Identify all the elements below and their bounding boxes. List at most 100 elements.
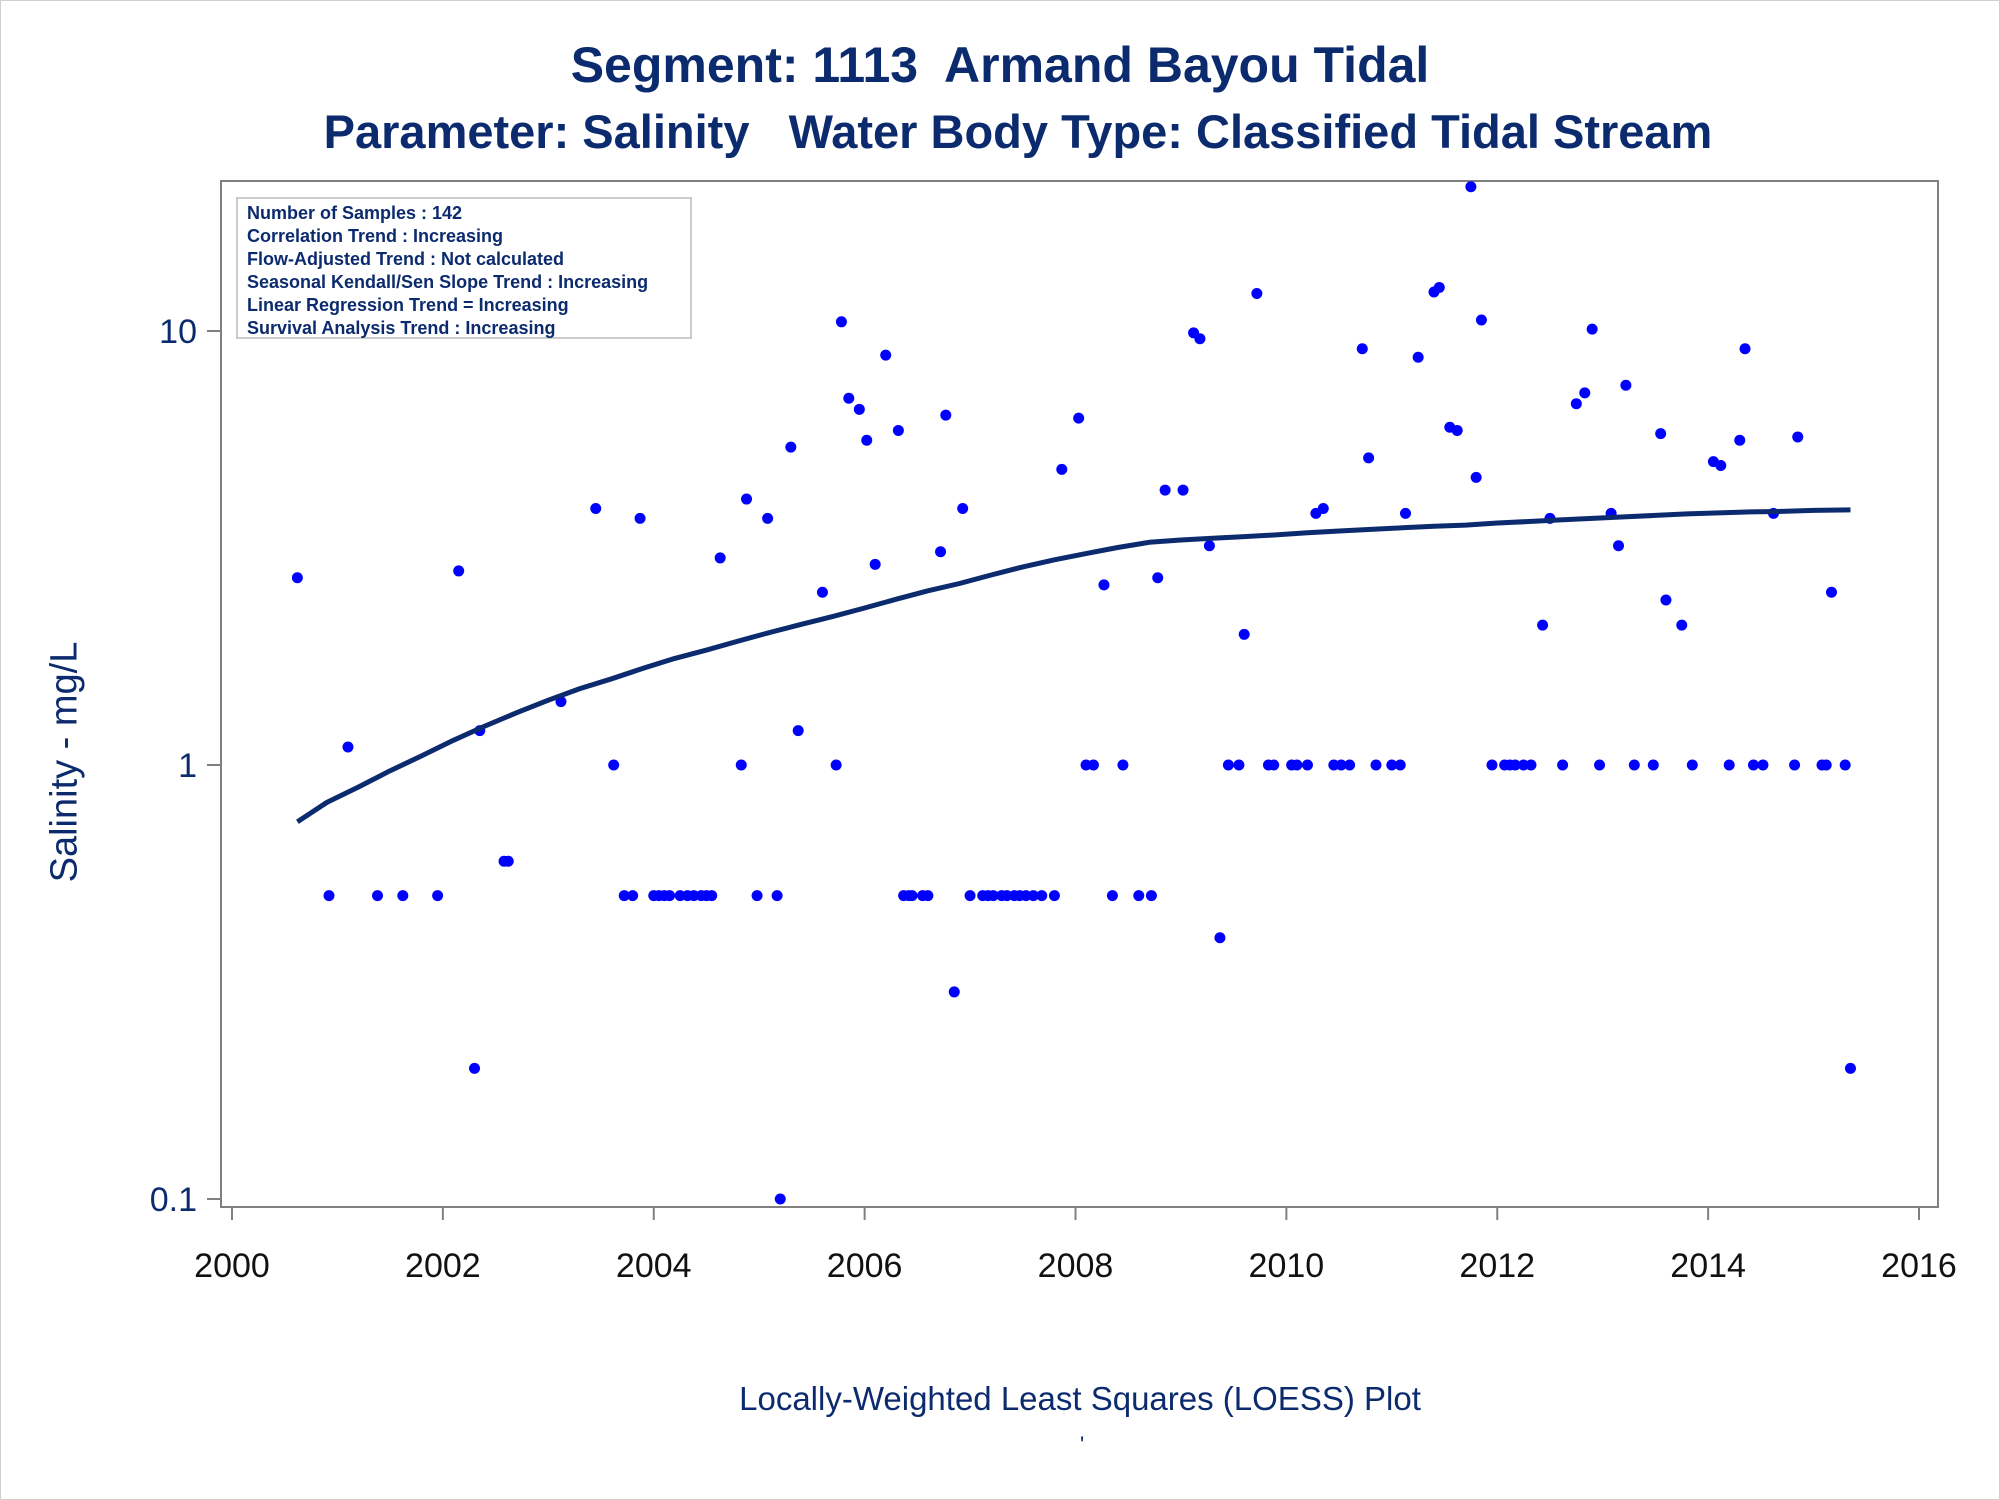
plot-area-border	[220, 180, 1939, 1208]
stat-line: Correlation Trend : Increasing	[247, 226, 504, 246]
data-point	[1734, 434, 1746, 446]
data-point	[861, 434, 873, 446]
data-point	[372, 890, 384, 902]
data-point	[1844, 1062, 1856, 1074]
x-axis: 2000 2002 2004 2006 2008 2010 2012 2014 2016	[194, 1207, 1957, 1285]
data-point	[830, 759, 842, 771]
data-point	[1117, 759, 1129, 771]
stat-line: Survival Analysis Trend : Increasing	[247, 318, 556, 338]
data-point	[706, 890, 718, 902]
data-point	[880, 349, 892, 361]
data-point	[1579, 387, 1591, 399]
data-point	[1335, 759, 1347, 771]
data-point	[634, 512, 646, 524]
data-point	[1628, 759, 1640, 771]
data-point	[323, 890, 335, 902]
data-point	[1214, 932, 1226, 944]
data-point	[1048, 890, 1060, 902]
x-tick-label: 2002	[405, 1247, 481, 1285]
data-point	[1557, 759, 1569, 771]
data-point	[1620, 379, 1632, 391]
data-point	[1757, 759, 1769, 771]
data-point	[1747, 759, 1759, 771]
x-tick-label: 2008	[1038, 1247, 1114, 1285]
data-point	[1386, 759, 1398, 771]
data-point	[1400, 507, 1412, 519]
data-point	[964, 890, 976, 902]
chart-subtitle: Parameter: Salinity Water Body Type: Cla…	[323, 105, 1713, 158]
data-point	[1106, 890, 1118, 902]
data-point	[1676, 619, 1688, 631]
data-point	[1470, 471, 1482, 483]
stat-line: Seasonal Kendall/Sen Slope Trend : Incre…	[247, 272, 649, 292]
data-point	[816, 586, 828, 598]
stat-line: Linear Regression Trend = Increasing	[247, 295, 569, 315]
data-point	[1152, 572, 1164, 584]
x-tick-label: 2016	[1881, 1247, 1957, 1285]
footnote: Locally-Weighted Least Squares (LOESS) P…	[739, 1380, 1421, 1417]
data-point	[1073, 412, 1085, 424]
data-point	[1133, 890, 1145, 902]
data-point	[1647, 759, 1659, 771]
loess-curve-group	[296, 507, 1851, 824]
data-point	[735, 759, 747, 771]
data-point	[291, 572, 303, 584]
stat-line: Number of Samples : 142	[247, 203, 463, 223]
loess-curve	[296, 507, 1851, 824]
trend-statistics-box: Number of Samples : 142 Correlation Trend…	[236, 197, 692, 339]
data-point	[1056, 463, 1068, 475]
data-point	[1686, 759, 1698, 771]
data-point	[869, 558, 881, 570]
data-point	[843, 392, 855, 404]
data-point	[1613, 540, 1625, 552]
y-tick-label: 0.1	[150, 1181, 197, 1219]
data-point	[1839, 759, 1851, 771]
data-point	[1451, 424, 1463, 436]
data-point	[1194, 333, 1206, 345]
data-point	[1465, 181, 1477, 193]
data-point	[1177, 484, 1189, 496]
stat-line: Flow-Adjusted Trend : Not calculated	[247, 249, 565, 269]
data-point	[714, 552, 726, 564]
data-point	[1145, 890, 1157, 902]
data-point	[1036, 890, 1048, 902]
data-point	[1789, 759, 1801, 771]
y-axis-label: Salinity - mg/L	[43, 641, 86, 883]
data-point	[762, 512, 774, 524]
data-point	[1098, 579, 1110, 591]
x-tick-label: 2004	[616, 1247, 692, 1285]
data-point	[1509, 759, 1521, 771]
data-point	[664, 890, 676, 902]
data-point	[1233, 759, 1245, 771]
data-point	[1820, 759, 1832, 771]
footnote-mark: '	[1080, 1432, 1085, 1457]
data-point	[432, 890, 444, 902]
data-point	[1723, 759, 1735, 771]
data-point	[948, 986, 960, 998]
data-point	[906, 890, 918, 902]
data-point	[987, 890, 999, 902]
data-point	[922, 890, 934, 902]
x-tick-label: 2014	[1670, 1247, 1746, 1285]
data-point	[774, 1193, 786, 1205]
data-point	[627, 890, 639, 902]
data-point	[1825, 586, 1837, 598]
data-point	[1301, 759, 1313, 771]
data-points	[291, 181, 1856, 1205]
data-point	[1370, 759, 1382, 771]
data-point	[957, 502, 969, 514]
data-point	[1363, 452, 1375, 464]
data-point	[771, 890, 783, 902]
data-point	[785, 441, 797, 453]
data-point	[940, 409, 952, 421]
data-point	[342, 741, 354, 753]
data-point	[1594, 759, 1606, 771]
data-point	[1660, 594, 1672, 606]
data-point	[1433, 281, 1445, 293]
data-point	[1475, 314, 1487, 326]
data-point	[1268, 759, 1280, 771]
data-point	[608, 759, 620, 771]
data-point	[835, 316, 847, 328]
data-point	[1251, 288, 1263, 300]
